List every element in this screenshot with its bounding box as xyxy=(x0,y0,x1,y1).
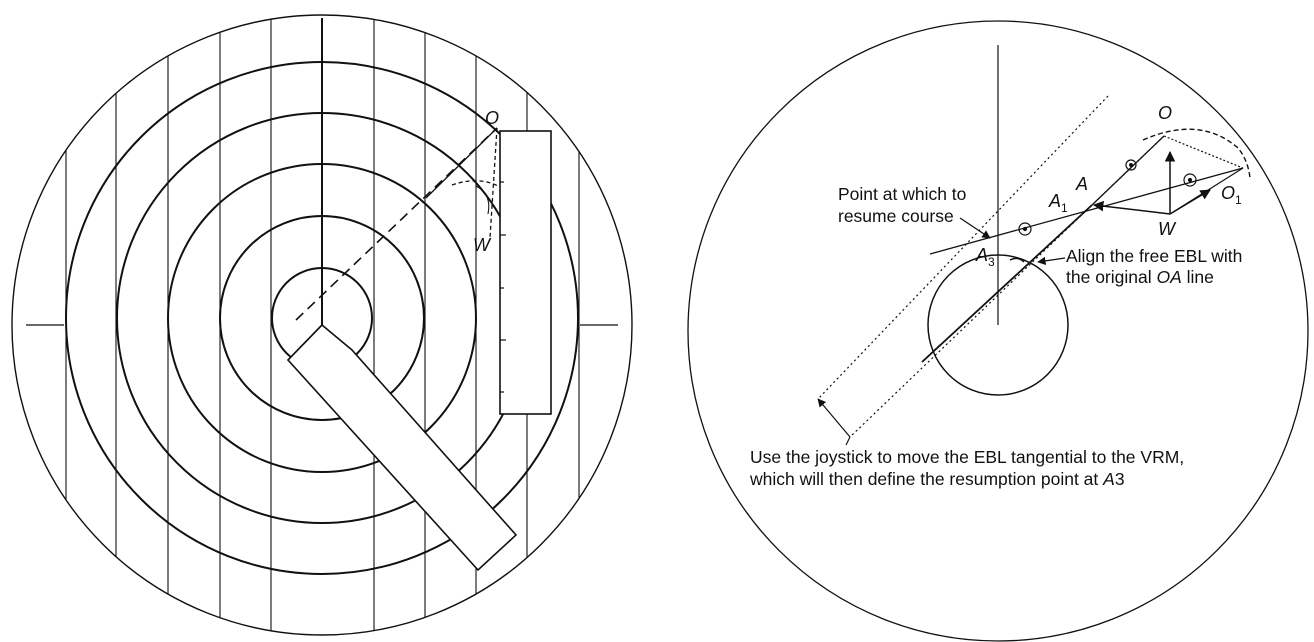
relative-track xyxy=(489,127,498,239)
original-oa-line xyxy=(1091,135,1165,206)
note-joystick-post: 3 xyxy=(1115,469,1125,489)
straight-edge-ruler xyxy=(499,130,552,415)
free-ebl-line xyxy=(921,204,1093,363)
right-label-o1-main: O xyxy=(1221,183,1235,203)
right-label-o: O xyxy=(1158,103,1172,123)
new-course-line xyxy=(929,167,1244,255)
left-label-o: O xyxy=(485,108,499,128)
note-align-pre: the original xyxy=(1066,267,1156,287)
left-plotter xyxy=(11,14,633,636)
leader-joystick xyxy=(845,436,851,446)
vrm-mark-a3 xyxy=(1009,257,1025,263)
note-joystick-line2: which will then define the resumption po… xyxy=(749,469,1125,489)
vrm-circle xyxy=(927,254,1069,396)
note-align-it: OA xyxy=(1156,267,1181,287)
note-resume-line1: Point at which to xyxy=(838,184,966,204)
right-outer-rim xyxy=(687,20,1309,642)
left-label-w: W xyxy=(473,235,492,255)
note-resume-line2: resume course xyxy=(838,206,954,226)
arc-dashed xyxy=(451,180,499,187)
tangent-line xyxy=(425,127,498,199)
right-label-a3: A3 xyxy=(975,245,995,269)
range-arc-dashed xyxy=(1142,128,1251,179)
small-arc xyxy=(475,185,490,215)
position-marks xyxy=(1018,159,1197,236)
ebl-tail-dashed xyxy=(921,344,941,363)
right-label-w: W xyxy=(1158,219,1177,239)
note-align-post: line xyxy=(1182,267,1214,287)
vector-o-o1 xyxy=(1163,135,1244,169)
right-label-a3-main: A xyxy=(975,245,988,265)
ebl-end-cap xyxy=(817,398,851,438)
left-outer-rim xyxy=(11,14,633,636)
right-label-a3-sub: 3 xyxy=(988,255,995,269)
right-radar xyxy=(687,20,1309,642)
note-align-line1: Align the free EBL with xyxy=(1066,246,1242,266)
right-label-a1: A1 xyxy=(1048,191,1068,215)
bearing-line-dashed xyxy=(295,127,498,321)
leader-align xyxy=(1037,256,1066,266)
note-joystick-pre: which will then define the resumption po… xyxy=(749,469,1103,489)
note-joystick-line1: Use the joystick to move the EBL tangent… xyxy=(750,447,1184,467)
note-joystick-it: A xyxy=(1102,469,1115,489)
note-align-line2: the original OA line xyxy=(1066,267,1214,287)
right-label-a1-main: A xyxy=(1048,191,1061,211)
vector-o1-w xyxy=(1169,167,1244,215)
right-label-a: A xyxy=(1075,174,1088,194)
ebl-dotted-upper xyxy=(817,95,1109,400)
right-label-a1-sub: 1 xyxy=(1061,201,1068,215)
right-label-o1: O1 xyxy=(1221,183,1242,207)
cursor-arm-inner xyxy=(287,324,323,361)
vector-w-a xyxy=(1092,200,1171,215)
right-label-o1-sub: 1 xyxy=(1235,193,1242,207)
leader-resume xyxy=(959,217,991,239)
